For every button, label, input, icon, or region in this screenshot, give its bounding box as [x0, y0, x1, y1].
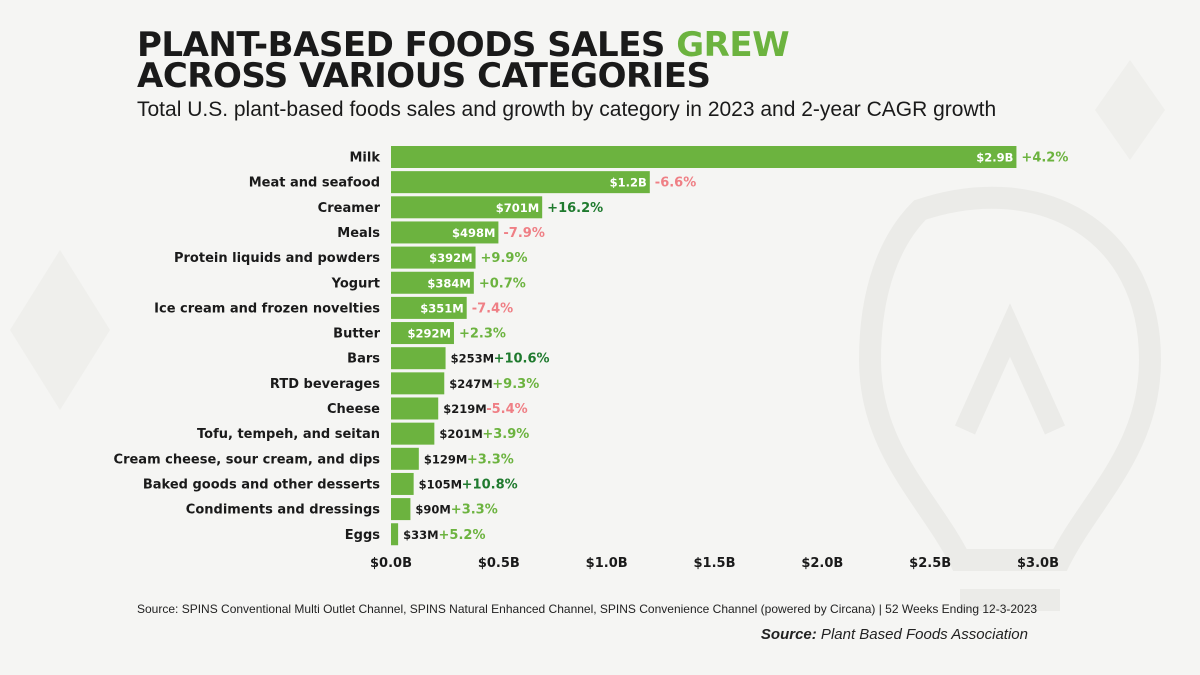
x-tick-label: $1.5B: [694, 556, 736, 571]
bar: [391, 171, 650, 194]
credit-text: Plant Based Foods Association: [816, 626, 1028, 643]
bar: [391, 322, 454, 345]
value-label: $2.9B: [976, 151, 1013, 165]
category-label: Protein liquids and powders: [174, 251, 380, 266]
growth-label: +5.2%: [439, 528, 486, 543]
bar: [391, 196, 543, 219]
category-label: Cheese: [327, 402, 380, 417]
value-label: $90M: [415, 503, 450, 517]
source-note: Source: SPINS Conventional Multi Outlet …: [137, 602, 1038, 616]
x-axis: $0.0B $0.5B $1.0B $1.5B $2.0B $2.5B $3.0B: [370, 556, 1059, 571]
growth-label: +10.6%: [494, 352, 550, 367]
x-tick-label: $2.0B: [801, 556, 843, 571]
title-part-1: PLANT-BASED FOODS SALES: [137, 25, 677, 65]
growth-label: +4.2%: [1021, 151, 1068, 166]
value-label: $219M: [443, 402, 486, 416]
credit-label: Source:: [760, 626, 817, 643]
source-credit: Source: Plant Based Foods Association: [761, 626, 1028, 643]
bar: [391, 523, 399, 546]
bar: [391, 472, 414, 495]
growth-label: +9.9%: [481, 251, 528, 266]
value-label: $33M: [403, 528, 438, 542]
category-label: Bars: [347, 352, 380, 367]
bar: [391, 347, 446, 370]
growth-label: +3.3%: [451, 503, 498, 518]
growth-label: +3.3%: [467, 452, 514, 467]
category-label: Eggs: [345, 528, 380, 543]
value-label: $384M: [427, 276, 470, 290]
growth-label: -7.9%: [503, 226, 544, 241]
category-label: Milk: [350, 151, 381, 166]
x-tick-label: $2.5B: [909, 556, 951, 571]
bar: [391, 498, 411, 521]
category-label: Baked goods and other desserts: [143, 477, 380, 492]
growth-label: +3.9%: [482, 427, 529, 442]
bar: [391, 447, 419, 470]
bar: [391, 246, 476, 269]
value-label: $701M: [496, 201, 539, 215]
category-label: RTD beverages: [270, 377, 380, 392]
category-label: Butter: [333, 327, 380, 342]
value-label: $105M: [419, 477, 462, 491]
value-label: $201M: [439, 427, 482, 441]
category-label: Creamer: [318, 201, 381, 216]
value-label: $292M: [408, 327, 451, 341]
growth-label: -6.6%: [655, 176, 696, 191]
bar: [391, 296, 467, 319]
value-label: $392M: [429, 251, 472, 265]
value-label: $1.2B: [610, 176, 647, 190]
category-label: Condiments and dressings: [186, 503, 380, 518]
category-label: Meals: [337, 226, 380, 241]
value-label: $247M: [449, 377, 492, 391]
value-label: $498M: [452, 226, 495, 240]
growth-label: -5.4%: [486, 402, 527, 417]
value-label: $351M: [420, 301, 463, 315]
x-tick-label: $1.0B: [586, 556, 628, 571]
category-label: Cream cheese, sour cream, and dips: [114, 452, 381, 467]
bar: [391, 146, 1017, 168]
bars-group: Milk $2.9B +4.2% Meat and seafood $1.2B -6.6%…: [114, 146, 1068, 546]
chart-title: PLANT-BASED FOODS SALES GREW ACROSS VARI…: [137, 28, 790, 93]
growth-label: +16.2%: [547, 201, 603, 216]
chart-subtitle: Total U.S. plant-based foods sales and g…: [137, 98, 997, 121]
growth-label: +2.3%: [459, 327, 506, 342]
category-label: Tofu, tempeh, and seitan: [197, 427, 380, 442]
x-tick-label: $0.0B: [370, 556, 412, 571]
bar: [391, 397, 439, 420]
growth-label: +0.7%: [479, 276, 526, 291]
bar: [391, 221, 499, 244]
bar: [391, 271, 474, 294]
category-label: Yogurt: [331, 276, 380, 291]
value-label: $129M: [424, 452, 467, 466]
x-tick-label: $3.0B: [1017, 556, 1059, 571]
growth-label: +9.3%: [492, 377, 539, 392]
title-highlight: GREW: [676, 25, 790, 65]
value-label: $253M: [451, 352, 494, 366]
category-label: Meat and seafood: [249, 176, 380, 191]
growth-label: -7.4%: [472, 301, 513, 316]
bar: [391, 372, 445, 395]
growth-label: +10.8%: [462, 477, 518, 492]
x-tick-label: $0.5B: [478, 556, 520, 571]
category-label: Ice cream and frozen novelties: [154, 301, 380, 316]
title-part-2: ACROSS VARIOUS CATEGORIES: [137, 56, 711, 96]
bar: [391, 422, 435, 445]
